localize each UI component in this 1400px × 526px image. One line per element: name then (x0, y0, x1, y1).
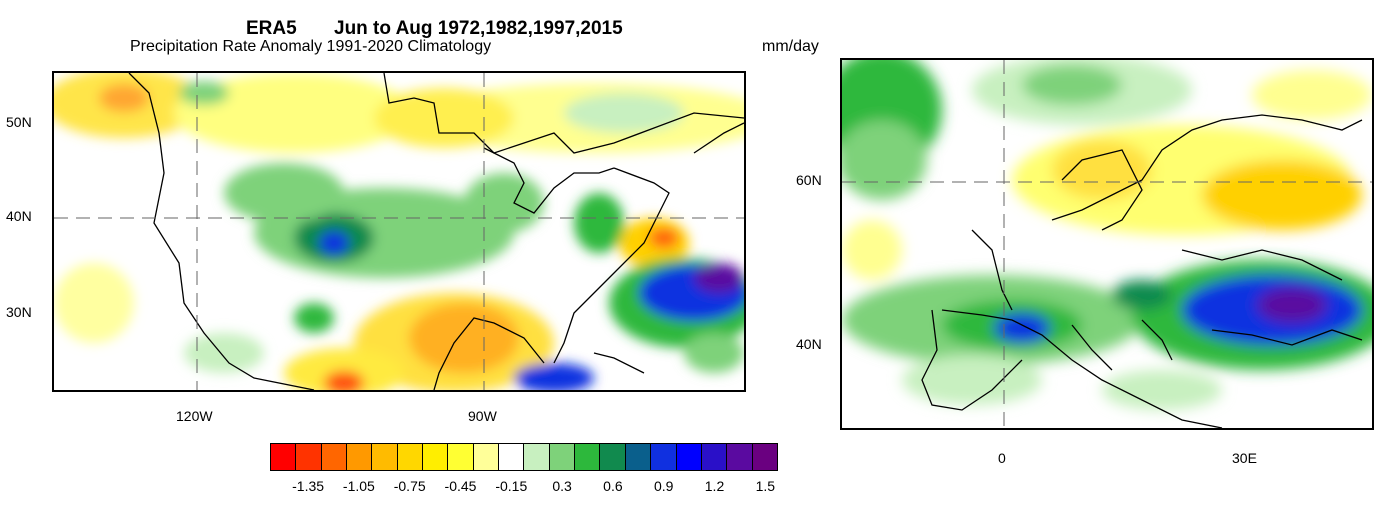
lat-label-40n-eu: 40N (796, 336, 822, 352)
colorbar-box (296, 444, 322, 470)
colorbar-box (423, 444, 449, 470)
units-label: mm/day (762, 38, 819, 55)
colorbar-box (625, 444, 652, 470)
colorbar-tick-label: -0.75 (393, 478, 426, 494)
eu-coastlines (921, 114, 1363, 428)
colorbar-box (347, 444, 373, 470)
colorbar-box (397, 444, 424, 470)
colorbar-box (499, 444, 525, 470)
colorbar-box (676, 444, 702, 470)
colorbar-box (321, 444, 348, 470)
colorbar-box (549, 444, 576, 470)
lon-label-30e: 30E (1232, 450, 1257, 466)
north-america-map (52, 71, 746, 392)
colorbar-tick-label: 1.5 (755, 478, 776, 494)
colorbar-tick-label: -1.05 (342, 478, 375, 494)
europe-map (840, 58, 1374, 430)
subtitle: Precipitation Rate Anomaly 1991-2020 Cli… (130, 38, 492, 55)
colorbar-box (473, 444, 500, 470)
period-title: Jun to Aug 1972,1982,1997,2015 (334, 18, 623, 39)
lon-label-90w: 90W (468, 408, 497, 424)
colorbar-box (271, 444, 297, 470)
colorbar (270, 443, 778, 471)
colorbar-box (524, 444, 550, 470)
eu-gridlines (842, 60, 1372, 428)
colorbar-box (372, 444, 398, 470)
lon-label-0: 0 (998, 450, 1006, 466)
na-gridlines (54, 73, 744, 390)
lon-label-120w: 120W (176, 408, 213, 424)
na-coastlines (128, 73, 744, 390)
colorbar-tick-label: -1.35 (292, 478, 325, 494)
colorbar-box (575, 444, 601, 470)
colorbar-box (727, 444, 753, 470)
colorbar-box (651, 444, 677, 470)
lat-label-60n: 60N (796, 172, 822, 188)
lat-label-50n: 50N (6, 114, 32, 130)
colorbar-tick-label: 0.9 (653, 478, 674, 494)
colorbar-tick-label: 0.6 (603, 478, 623, 494)
colorbar-tick-label: -0.45 (444, 478, 477, 494)
colorbar-box (752, 444, 777, 470)
lat-label-30n: 30N (6, 304, 32, 320)
colorbar-tick-label: -0.15 (495, 478, 528, 494)
colorbar-box (448, 444, 474, 470)
lat-label-40n: 40N (6, 208, 32, 224)
colorbar-tick-label: 0.3 (552, 478, 572, 494)
colorbar-box (600, 444, 626, 470)
colorbar-box (701, 444, 728, 470)
dataset-title: ERA5 (246, 18, 297, 39)
colorbar-tick-label: 1.2 (704, 478, 725, 494)
